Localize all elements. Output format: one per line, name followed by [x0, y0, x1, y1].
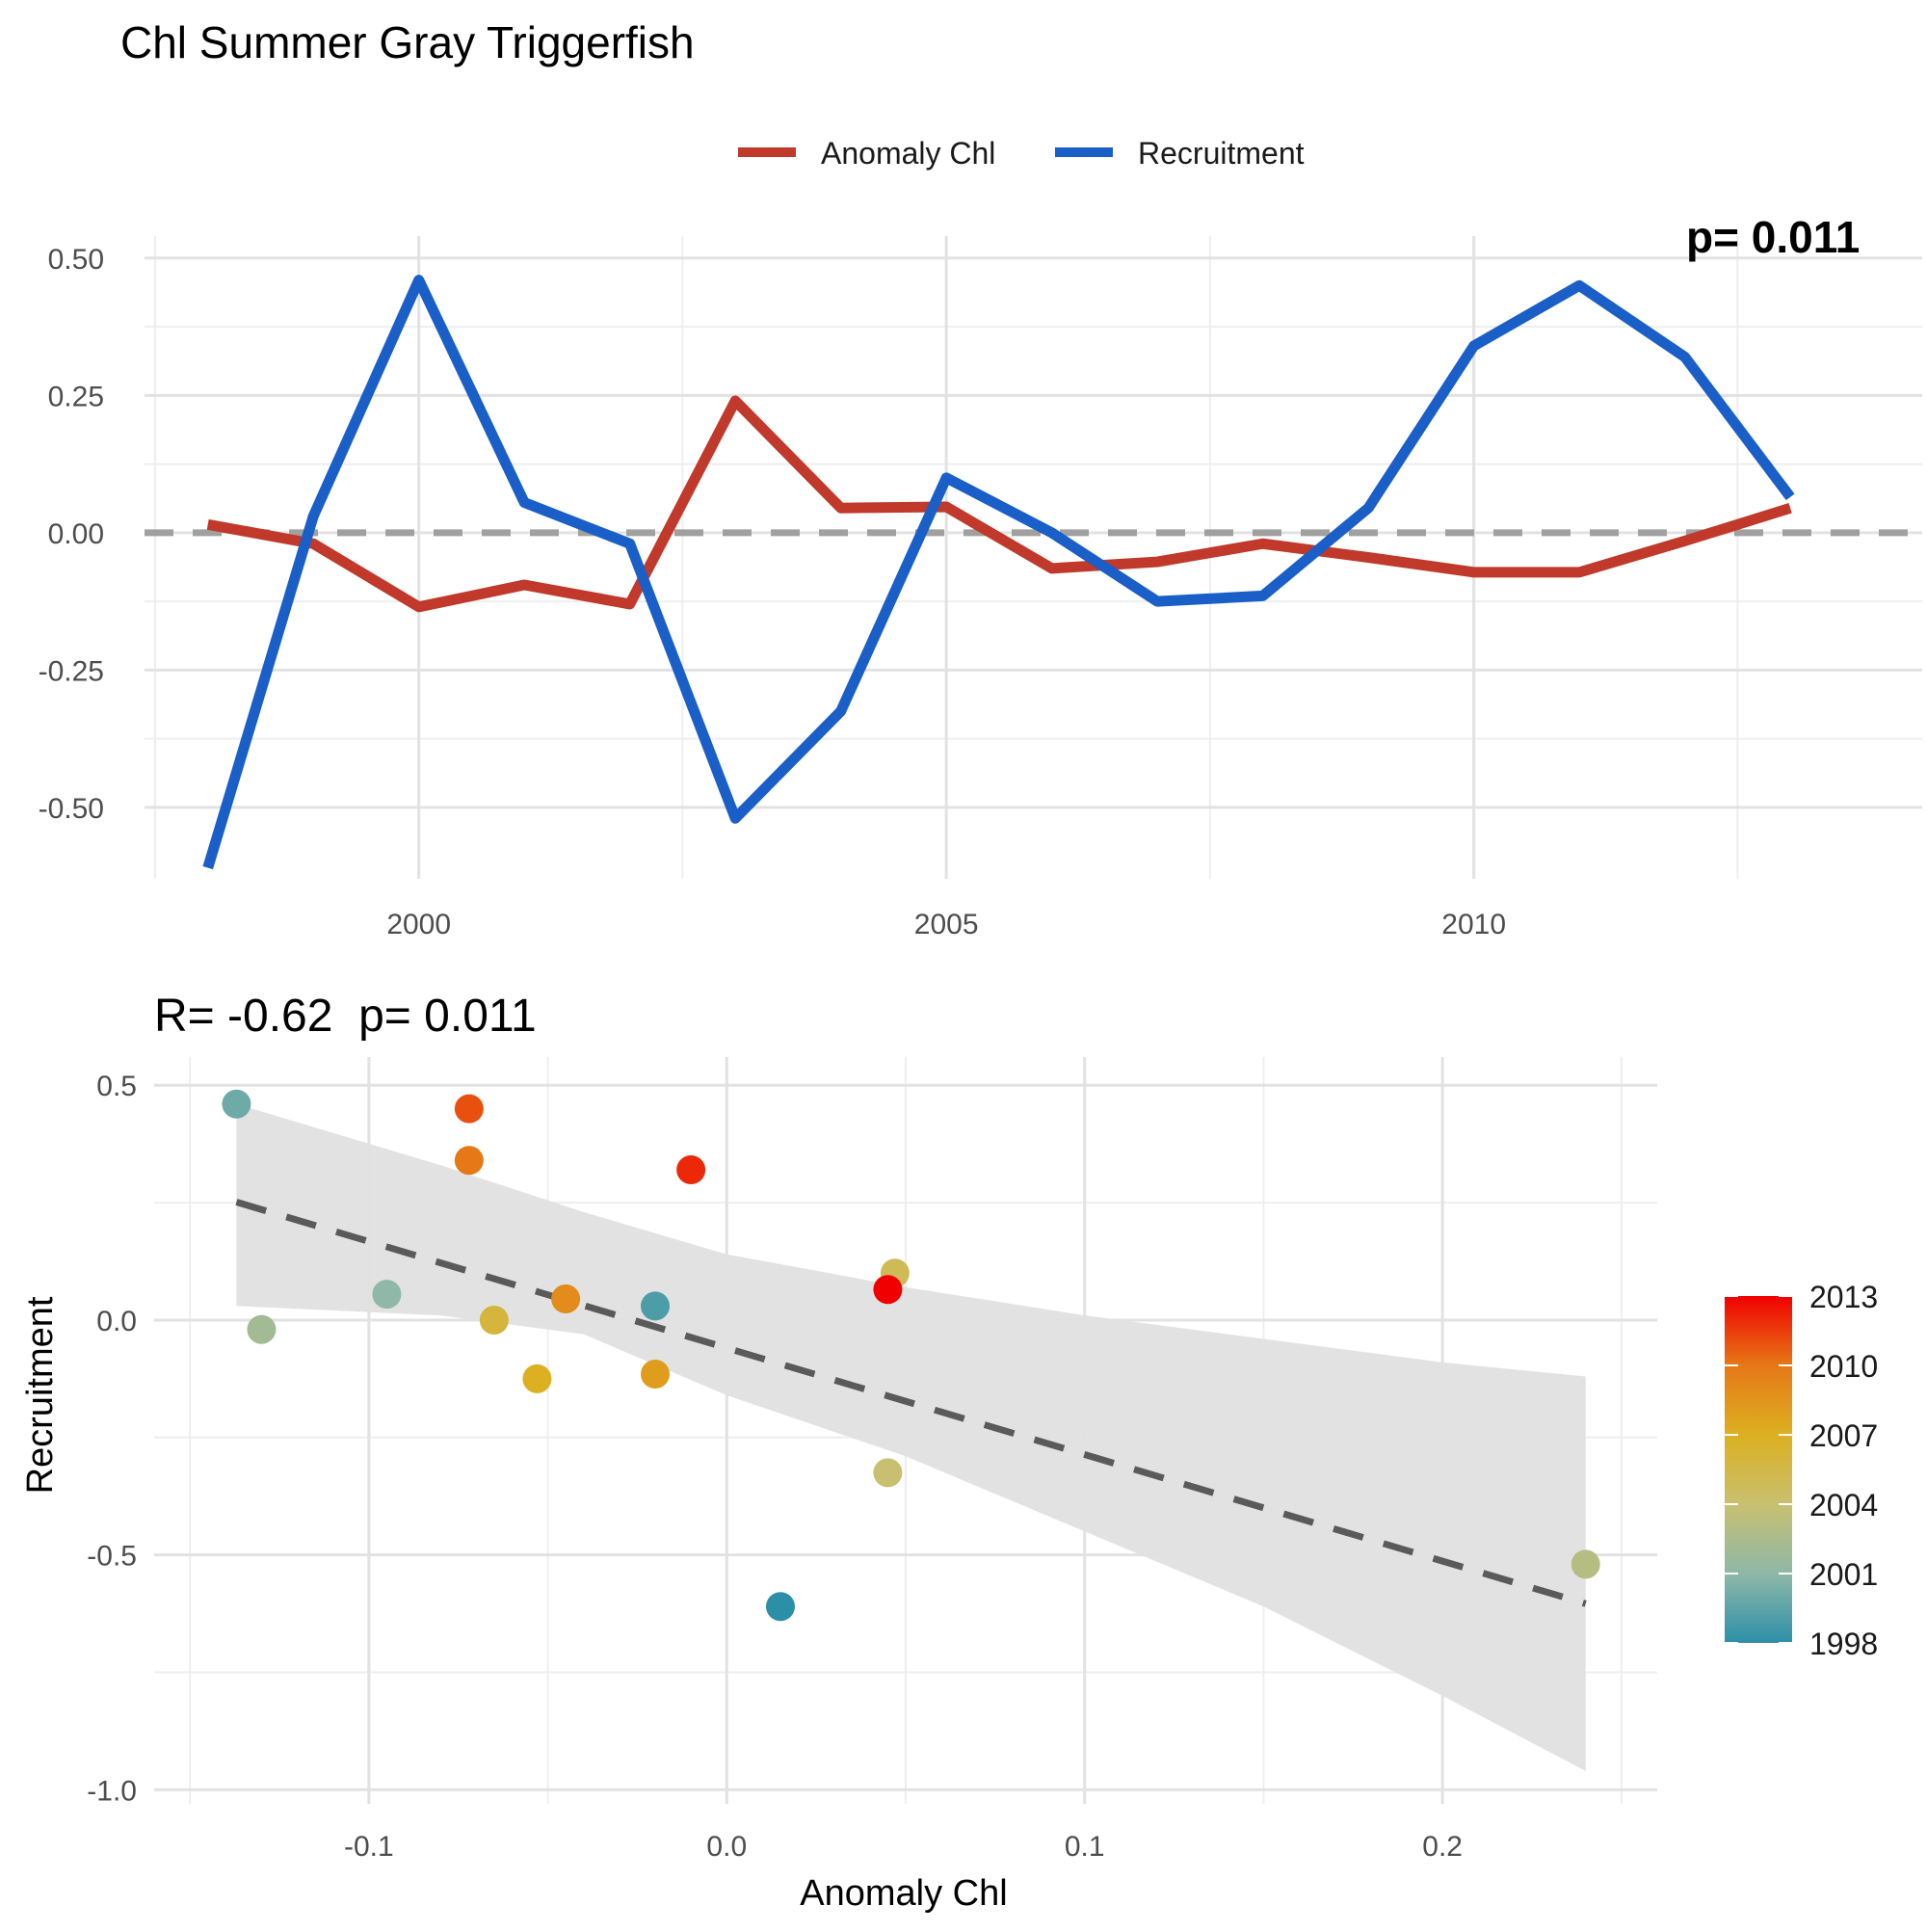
scatter-panel: -0.1 0.0 0.1 0.2 -1.0 -0.5 0.0 0.5 — [87, 1057, 1657, 1863]
y-tick-label: 0.5 — [96, 1071, 137, 1102]
scatter-point — [222, 1089, 251, 1119]
time-series-panel: 2000 2005 2010 -0.50 -0.25 0.00 0.25 0.50 p= 0.0… — [39, 212, 1922, 940]
scatter-x-axis-title: Anomaly Chl — [800, 1873, 1007, 1914]
colorbar-tick-label: 2007 — [1809, 1418, 1878, 1453]
scatter-point — [247, 1314, 277, 1344]
x-tick-label: 2000 — [386, 909, 451, 940]
confidence-band — [236, 1103, 1586, 1771]
scatter-point — [641, 1360, 670, 1389]
y-tick-label: 0.00 — [48, 518, 104, 550]
colorbar-tick-label: 2004 — [1809, 1488, 1878, 1522]
colorbar-gradient — [1725, 1296, 1792, 1643]
legend-label-anomaly-chl: Anomaly Chl — [821, 136, 995, 171]
corner-annotation: p= 0.011 — [1686, 212, 1860, 262]
scatter-point — [479, 1305, 509, 1335]
x-tick-label: 0.0 — [706, 1831, 747, 1863]
scatter-point — [766, 1592, 795, 1622]
scatter-point — [522, 1363, 552, 1393]
legend: Anomaly Chl Recruitment — [738, 136, 1305, 171]
scatter-point — [551, 1284, 581, 1314]
y-tick-label: 0.0 — [96, 1306, 137, 1337]
page-title: Chl Summer Gray Triggerfish — [120, 17, 695, 67]
x-tick-label: 0.1 — [1065, 1831, 1105, 1863]
scatter-point — [372, 1280, 402, 1310]
scatter-point — [873, 1458, 903, 1488]
colorbar-tick-label: 2010 — [1809, 1349, 1878, 1384]
series-line-recruitment — [202, 275, 1795, 870]
x-tick-label: 0.2 — [1422, 1831, 1463, 1863]
y-tick-label: -0.5 — [87, 1541, 137, 1573]
scatter-point — [1571, 1549, 1600, 1579]
x-tick-label: -0.1 — [344, 1831, 394, 1863]
y-tick-label: 0.25 — [48, 381, 104, 412]
colorbar-tick-label: 2001 — [1809, 1557, 1878, 1592]
legend-label-recruitment: Recruitment — [1138, 136, 1305, 171]
series-line-anomaly-chl — [206, 395, 1792, 613]
x-tick-label: 2005 — [914, 909, 979, 940]
scatter-point — [676, 1154, 706, 1184]
scatter-point — [454, 1094, 484, 1124]
x-tick-label: 2010 — [1441, 909, 1506, 940]
y-tick-label: -1.0 — [87, 1775, 137, 1807]
colorbar-tick-label: 2013 — [1809, 1280, 1878, 1314]
y-tick-label: -0.25 — [39, 655, 104, 687]
y-tick-label: -0.50 — [39, 793, 104, 825]
scatter-title: R= -0.62 p= 0.011 — [154, 991, 537, 1042]
colorbar: 1998 2001 2004 2007 2010 2013 — [1725, 1280, 1878, 1661]
colorbar-tick-label: 1998 — [1809, 1627, 1878, 1661]
scatter-point — [454, 1146, 484, 1176]
scatter-y-axis-title: Recruitment — [20, 1296, 61, 1494]
scatter-point — [873, 1275, 903, 1305]
scatter-point — [641, 1291, 670, 1321]
regression-line — [235, 1199, 1587, 1607]
y-tick-label: 0.50 — [48, 244, 104, 276]
